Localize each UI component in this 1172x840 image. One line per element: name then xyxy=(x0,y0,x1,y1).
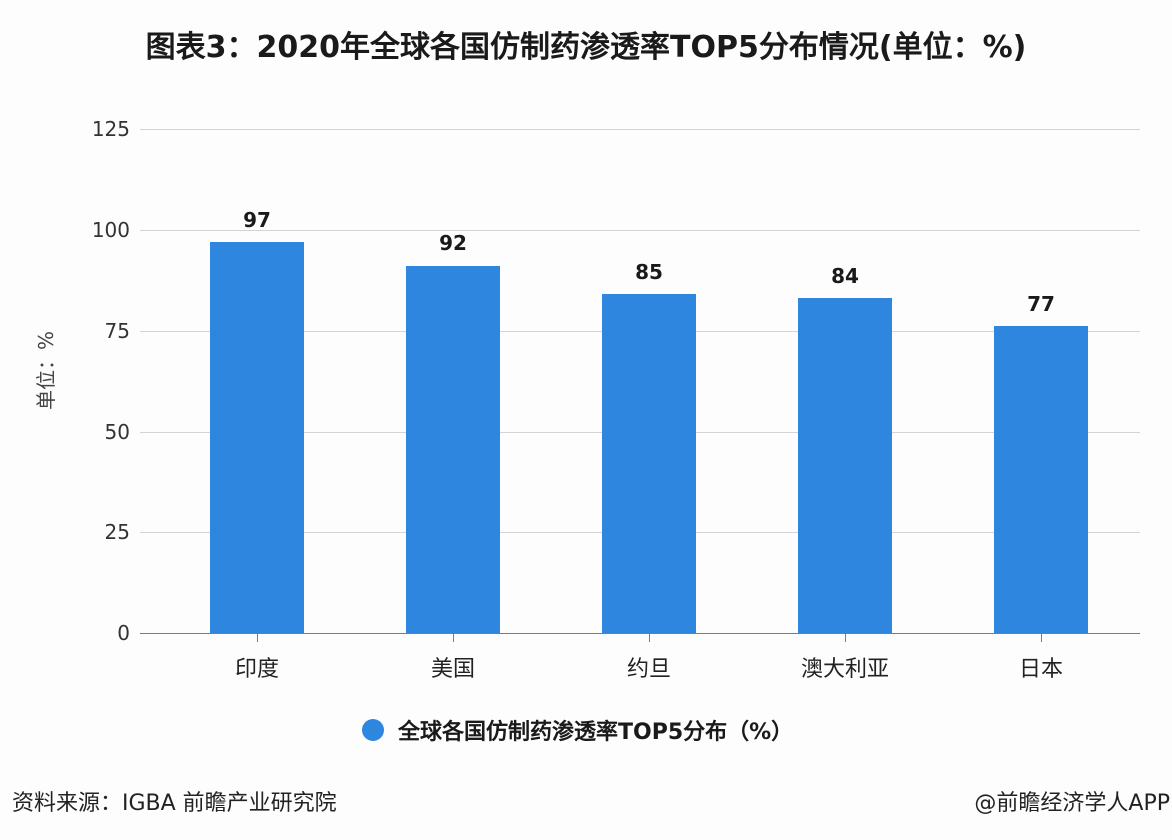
x-tick-label: 日本 xyxy=(1018,657,1063,682)
credit-note: @前瞻经济学人APP xyxy=(974,791,1170,816)
source-note: 资料来源：IGBA 前瞻产业研究院 xyxy=(12,791,337,816)
y-tick-label: 125 xyxy=(91,117,130,141)
x-axis-line xyxy=(140,633,1140,634)
legend-label: 全球各国仿制药渗透率TOP5分布（%） xyxy=(398,720,794,745)
data-label: 92 xyxy=(439,231,467,255)
y-tick-label: 0 xyxy=(117,621,130,645)
bar-jordan xyxy=(602,294,696,633)
x-tick-label: 约旦 xyxy=(626,657,671,682)
gridline-125 xyxy=(140,129,1140,130)
bar-australia xyxy=(798,298,892,633)
data-label: 97 xyxy=(243,208,271,232)
x-tick xyxy=(1041,634,1042,642)
plot-area: 125 100 75 50 25 0 单位：% 97 92 85 84 77 印… xyxy=(34,117,1140,682)
legend-marker-icon xyxy=(362,719,384,741)
bar-india xyxy=(210,242,304,633)
x-tick-label: 美国 xyxy=(430,657,475,682)
data-label: 84 xyxy=(831,264,859,288)
data-label: 77 xyxy=(1027,292,1055,316)
y-tick-label: 75 xyxy=(104,319,130,343)
chart-title: 图表3：2020年全球各国仿制药渗透率TOP5分布情况(单位：%) xyxy=(145,30,1027,65)
y-tick-label: 50 xyxy=(104,420,130,444)
x-tick xyxy=(257,634,258,642)
x-tick xyxy=(453,634,454,642)
bar-japan xyxy=(994,326,1088,633)
x-tick xyxy=(845,634,846,642)
data-label: 85 xyxy=(635,260,663,284)
y-tick-label: 100 xyxy=(91,218,130,242)
y-tick-label: 25 xyxy=(104,520,130,544)
legend: 全球各国仿制药渗透率TOP5分布（%） xyxy=(362,714,793,746)
bar-usa xyxy=(406,266,500,633)
x-tick-label: 印度 xyxy=(234,657,279,682)
x-tick-label: 澳大利亚 xyxy=(800,657,889,682)
x-tick xyxy=(649,634,650,642)
y-axis-label: 单位：% xyxy=(34,330,58,410)
gridline-100 xyxy=(140,230,1140,231)
